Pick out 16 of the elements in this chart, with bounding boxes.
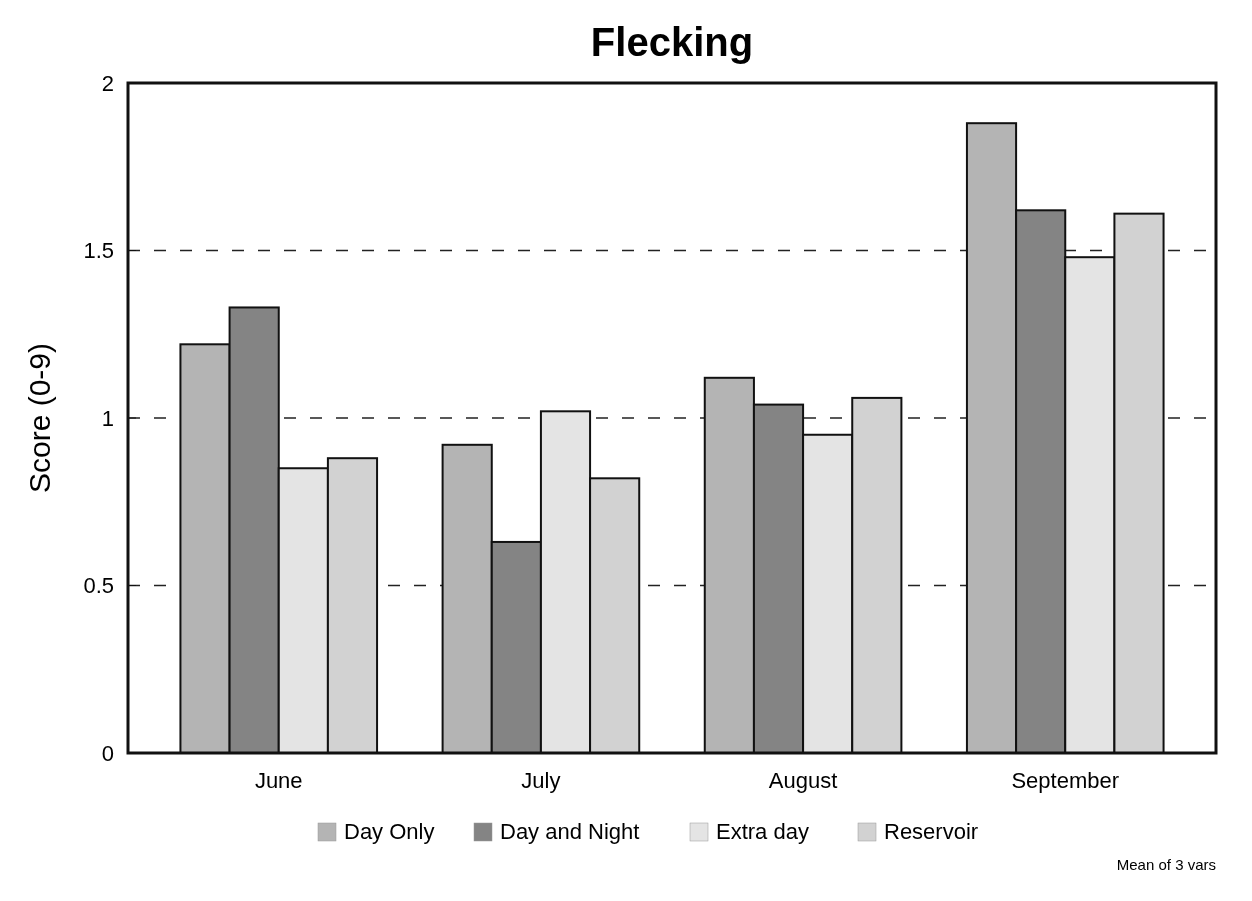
legend-label: Day Only [344,819,435,844]
text: Mean of 3 vars [1116,856,1216,873]
y-tick-label: 0 [101,740,114,766]
y-tick-label: 2 [101,70,114,96]
y-tick-label: 0.5 [83,573,114,599]
y-tick-label: 1.5 [83,238,114,264]
x-tick-label: June [254,768,303,793]
x-tick-label: September [1011,768,1120,793]
chart-title: Flecking [590,20,754,64]
x-tick-label: July [521,768,561,793]
legend-label: Day and Night [500,819,640,844]
y-tick-label: 1 [101,405,114,431]
legend-label: Reservoir [884,819,979,844]
y-axis-title: Score (0-9) [23,342,56,494]
legend-label: Extra day [716,819,809,844]
x-tick-label: August [768,768,838,793]
